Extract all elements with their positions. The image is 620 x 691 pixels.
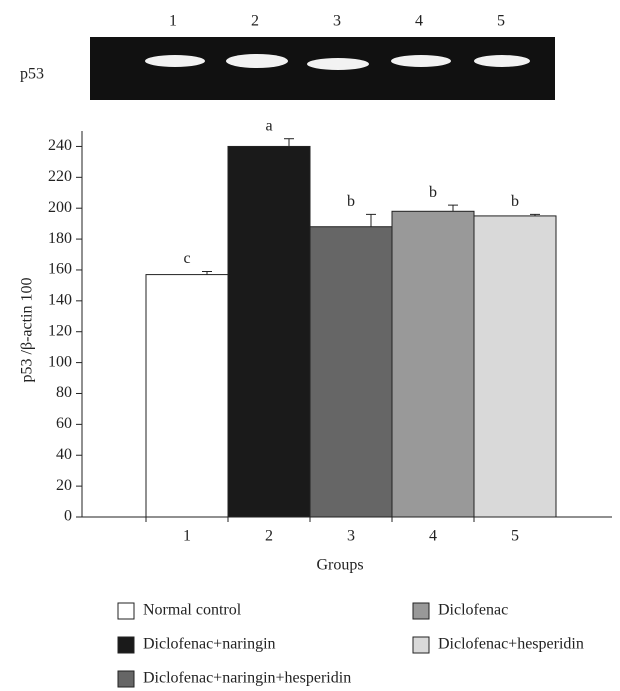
y-tick-label: 120	[48, 322, 72, 339]
y-tick-label: 20	[56, 477, 72, 494]
legend-swatch	[118, 671, 134, 687]
legend-label: Diclofenac	[438, 602, 508, 619]
x-tick-label: 3	[347, 528, 355, 545]
y-tick-label: 240	[48, 137, 72, 154]
y-tick-label: 180	[48, 230, 72, 247]
figure: p53 Groups p53 /β-actin 100 1 2 3 4 5 0 20 40 60…	[0, 0, 620, 691]
legend-label: Normal control	[143, 602, 242, 619]
bar	[392, 211, 474, 517]
bar	[310, 227, 392, 517]
lane-label: 5	[497, 13, 505, 30]
legend-swatch	[413, 603, 429, 619]
gel-label: p53	[20, 66, 44, 83]
y-tick-label: 60	[56, 415, 72, 432]
x-tick-label: 1	[183, 528, 191, 545]
legend-label: Diclofenac+naringin+hesperidin	[143, 670, 351, 687]
legend-label: Diclofenac+naringin	[143, 636, 276, 653]
bar	[146, 275, 228, 517]
y-tick-label: 80	[56, 384, 72, 401]
lane-label: 1	[169, 13, 177, 30]
y-tick-label: 140	[48, 292, 72, 309]
significance-letter: c	[183, 250, 190, 267]
y-axis-label: p53 /β-actin 100	[19, 277, 36, 382]
significance-letter: a	[265, 117, 272, 134]
significance-letter: b	[511, 193, 519, 210]
y-tick-label: 220	[48, 168, 72, 185]
lane-label: 2	[251, 13, 259, 30]
legend-swatch	[118, 637, 134, 653]
y-tick-label: 40	[56, 446, 72, 463]
y-tick-label: 0	[64, 508, 72, 525]
lane-label: 3	[333, 13, 341, 30]
legend-swatch	[118, 603, 134, 619]
x-tick-label: 4	[429, 528, 437, 545]
x-axis-label: Groups	[316, 557, 363, 574]
x-tick-label: 5	[511, 528, 519, 545]
y-tick-label: 100	[48, 353, 72, 370]
significance-letter: b	[429, 184, 437, 201]
y-tick-label: 200	[48, 199, 72, 216]
lane-label: 4	[415, 13, 423, 30]
legend-swatch	[413, 637, 429, 653]
bar	[474, 216, 556, 517]
bar	[228, 146, 310, 517]
x-tick-label: 2	[265, 528, 273, 545]
y-tick-label: 160	[48, 261, 72, 278]
legend-label: Diclofenac+hesperidin	[438, 636, 584, 653]
significance-letter: b	[347, 193, 355, 210]
